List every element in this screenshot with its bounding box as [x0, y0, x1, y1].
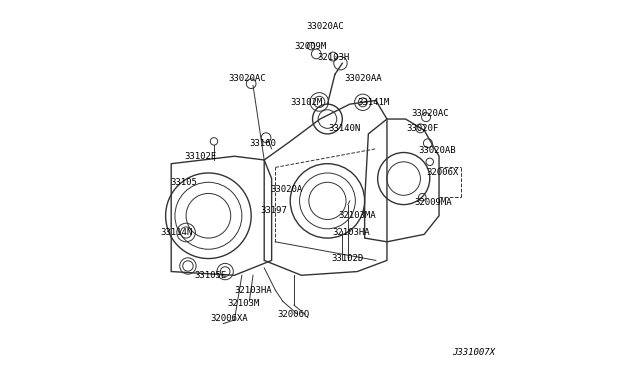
Text: 33160: 33160: [249, 139, 276, 148]
Text: 33020AB: 33020AB: [419, 146, 456, 155]
Text: 32006XA: 32006XA: [210, 314, 248, 323]
Text: 33140N: 33140N: [328, 124, 360, 133]
Text: 33105: 33105: [171, 178, 198, 187]
Text: 33020AA: 33020AA: [344, 74, 381, 83]
Text: 33102M: 33102M: [291, 98, 323, 107]
Text: 33020A: 33020A: [270, 185, 303, 194]
Text: 33102D: 33102D: [332, 254, 364, 263]
Text: 32103M: 32103M: [228, 299, 260, 308]
Text: 33105E: 33105E: [194, 271, 227, 280]
Text: 33020AC: 33020AC: [411, 109, 449, 118]
Text: 32006Q: 32006Q: [278, 310, 310, 319]
Text: 33141M: 33141M: [358, 98, 390, 107]
Text: 32103HA: 32103HA: [333, 228, 371, 237]
Text: 33114N: 33114N: [161, 228, 193, 237]
Text: 33102E: 33102E: [185, 152, 217, 161]
Text: 32103H: 32103H: [317, 53, 349, 62]
Text: 33197: 33197: [260, 206, 287, 215]
Text: 32009MA: 32009MA: [415, 198, 452, 207]
Text: 33020AC: 33020AC: [307, 22, 344, 31]
Text: 33020AC: 33020AC: [228, 74, 266, 83]
Text: 32103HA: 32103HA: [234, 286, 272, 295]
Text: 32006X: 32006X: [427, 169, 459, 177]
Text: 33020F: 33020F: [406, 124, 438, 133]
Text: 32009M: 32009M: [294, 42, 327, 51]
Text: J331007X: J331007X: [452, 348, 495, 357]
Text: 32103MA: 32103MA: [339, 211, 376, 220]
